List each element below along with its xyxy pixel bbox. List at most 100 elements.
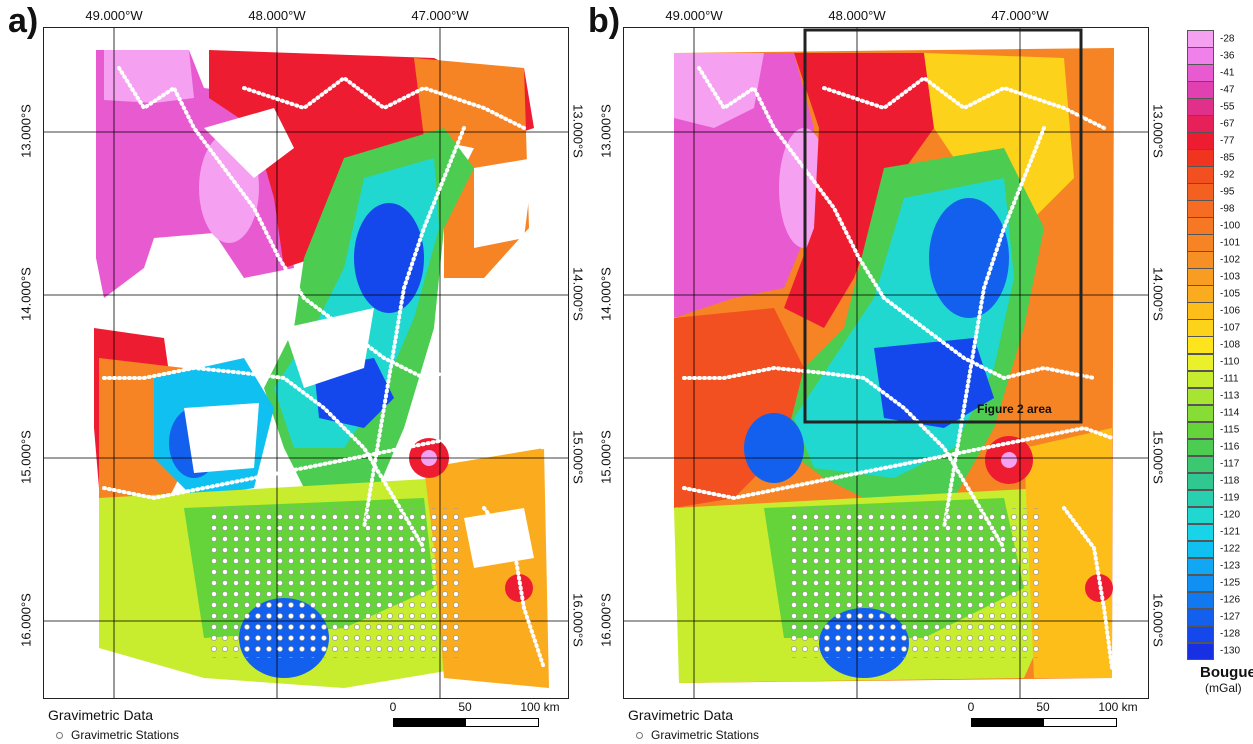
lon-label-b-2: 48.000°W bbox=[828, 8, 886, 23]
colorbar-level-label: -119 bbox=[1220, 492, 1240, 504]
colorbar-cell bbox=[1187, 370, 1214, 389]
colorbar-level-label: -123 bbox=[1220, 560, 1241, 572]
colorbar-level-label: -95 bbox=[1220, 186, 1235, 198]
lat-label-a-r3: 15.000°S bbox=[570, 430, 586, 484]
anomaly-blue-ne bbox=[354, 203, 424, 313]
bouguer-map-a bbox=[44, 28, 568, 698]
colorbar-cell bbox=[1187, 421, 1214, 440]
scale-label-b-100: 100 km bbox=[1098, 700, 1138, 714]
colorbar-title: Bouguer bbox=[1200, 664, 1253, 681]
colorbar-level-label: -111 bbox=[1220, 373, 1239, 385]
colorbar-cell bbox=[1187, 387, 1214, 406]
colorbar-cell bbox=[1187, 234, 1214, 252]
anomaly-orange-ne bbox=[414, 58, 529, 328]
colorbar-cell bbox=[1187, 30, 1214, 48]
colorbar-cell bbox=[1187, 642, 1214, 661]
scale-label-a-100: 100 km bbox=[520, 700, 560, 714]
colorbar-level-label: -128 bbox=[1220, 628, 1241, 640]
scale-bar-b-white bbox=[1043, 718, 1117, 727]
colorbar-level-label: -98 bbox=[1220, 203, 1235, 215]
lat-label-a-4: 16.000°S bbox=[18, 593, 34, 647]
anomaly-red-b bbox=[784, 53, 934, 328]
lat-label-b-4: 16.000°S bbox=[598, 593, 614, 647]
station-dot-icon bbox=[636, 732, 643, 740]
lat-label-b-r2: 14.000°S bbox=[1150, 267, 1166, 321]
gravimetric-stations-b bbox=[682, 66, 1114, 670]
colorbar-level-label: -120 bbox=[1220, 509, 1241, 521]
colorbar-cell bbox=[1187, 47, 1214, 65]
colorbar-unit: (mGal) bbox=[1205, 681, 1242, 695]
colorbar-cell bbox=[1187, 217, 1214, 235]
colorbar-level-label: -105 bbox=[1220, 288, 1241, 300]
map-frame-a bbox=[43, 27, 569, 699]
legend-title-b: Gravimetric Data bbox=[628, 707, 734, 723]
colorbar-cell bbox=[1187, 166, 1214, 184]
colorbar-cell bbox=[1187, 268, 1214, 286]
scale-label-a-0: 0 bbox=[389, 700, 397, 714]
colorbar-cell bbox=[1187, 523, 1214, 542]
nodata-gap-5 bbox=[464, 508, 534, 568]
colorbar-cell bbox=[1187, 336, 1214, 354]
colorbar-level-label: -126 bbox=[1220, 594, 1241, 606]
lat-label-a-r2: 14.000°S bbox=[570, 267, 586, 321]
lat-label-a-2: 14.000°S bbox=[18, 267, 34, 321]
anomaly-yellow-b bbox=[924, 53, 1074, 228]
legend-title-a: Gravimetric Data bbox=[48, 707, 154, 723]
colorbar-cell bbox=[1187, 183, 1214, 201]
colorbar-cell bbox=[1187, 472, 1214, 491]
station-grid-a bbox=[209, 508, 459, 658]
nodata-gap-2 bbox=[184, 403, 259, 473]
scale-label-b-0: 0 bbox=[967, 700, 975, 714]
colorbar-level-label: -106 bbox=[1220, 305, 1241, 317]
scale-label-b-50: 50 bbox=[1036, 700, 1050, 714]
bouguer-map-b bbox=[624, 28, 1148, 698]
lon-label-a-3: 47.000°W bbox=[411, 8, 469, 23]
anomaly-pink-spot-e-b bbox=[1001, 452, 1017, 468]
colorbar-level-label: -41 bbox=[1220, 67, 1235, 79]
colorbar-level-label: -55 bbox=[1220, 101, 1235, 113]
colorbar-level-label: -36 bbox=[1220, 50, 1235, 62]
colorbar-level-label: -116 bbox=[1220, 441, 1240, 453]
colorbar-cell bbox=[1187, 557, 1214, 576]
figure-2-area-box bbox=[803, 28, 1083, 424]
colorbar-cell bbox=[1187, 81, 1214, 99]
lat-label-a-1: 13.000°S bbox=[18, 104, 34, 158]
colorbar-cell bbox=[1187, 302, 1214, 320]
lon-label-b-3: 47.000°W bbox=[991, 8, 1049, 23]
colorbar-level-label: -122 bbox=[1220, 543, 1241, 555]
colorbar-level-label: -115 bbox=[1220, 424, 1240, 436]
colorbar-level-label: -103 bbox=[1220, 271, 1241, 283]
colorbar-cell bbox=[1187, 149, 1214, 167]
colorbar-cell bbox=[1187, 98, 1214, 116]
lat-label-b-3: 15.000°S bbox=[598, 430, 614, 484]
colorbar-cell bbox=[1187, 438, 1214, 457]
lat-label-a-3: 15.000°S bbox=[18, 430, 34, 484]
lat-label-b-r3: 15.000°S bbox=[1150, 430, 1166, 484]
legend-station-label-b: Gravimetric Stations bbox=[651, 728, 760, 742]
colorbar-level-label: -92 bbox=[1220, 169, 1235, 181]
lat-label-b-r4: 16.000°S bbox=[1150, 593, 1166, 647]
colorbar-cell bbox=[1187, 455, 1214, 474]
anomaly-se-yellow-b bbox=[1024, 428, 1112, 678]
map-panel-a: a) bbox=[0, 0, 585, 744]
colorbar-level-label: -102 bbox=[1220, 254, 1241, 266]
anomaly-blue-west-b bbox=[744, 413, 804, 483]
colorbar-level-label: -77 bbox=[1220, 135, 1235, 147]
colorbar-level-label: -121 bbox=[1220, 526, 1241, 538]
colorbar-cell bbox=[1187, 608, 1214, 627]
colorbar-cell bbox=[1187, 489, 1214, 508]
scale-bar-a-white bbox=[465, 718, 539, 727]
lat-label-b-2: 14.000°S bbox=[598, 267, 614, 321]
colorbar-level-label: -117 bbox=[1220, 458, 1240, 470]
colorbar-cell bbox=[1187, 625, 1214, 644]
legend-station-a: Gravimetric Stations bbox=[56, 728, 179, 742]
figure-2-area-label: Figure 2 area bbox=[977, 402, 1052, 416]
colorbar-cell bbox=[1187, 591, 1214, 610]
colorbar-cell bbox=[1187, 319, 1214, 337]
lon-label-b-1: 49.000°W bbox=[665, 8, 723, 23]
nodata-gap-4 bbox=[444, 278, 544, 348]
colorbar-level-label: -28 bbox=[1220, 33, 1235, 44]
colorbar-level-label: -118 bbox=[1220, 475, 1240, 487]
graticule-b bbox=[624, 28, 1148, 698]
map-frame-b: Figure 2 area bbox=[623, 27, 1149, 699]
